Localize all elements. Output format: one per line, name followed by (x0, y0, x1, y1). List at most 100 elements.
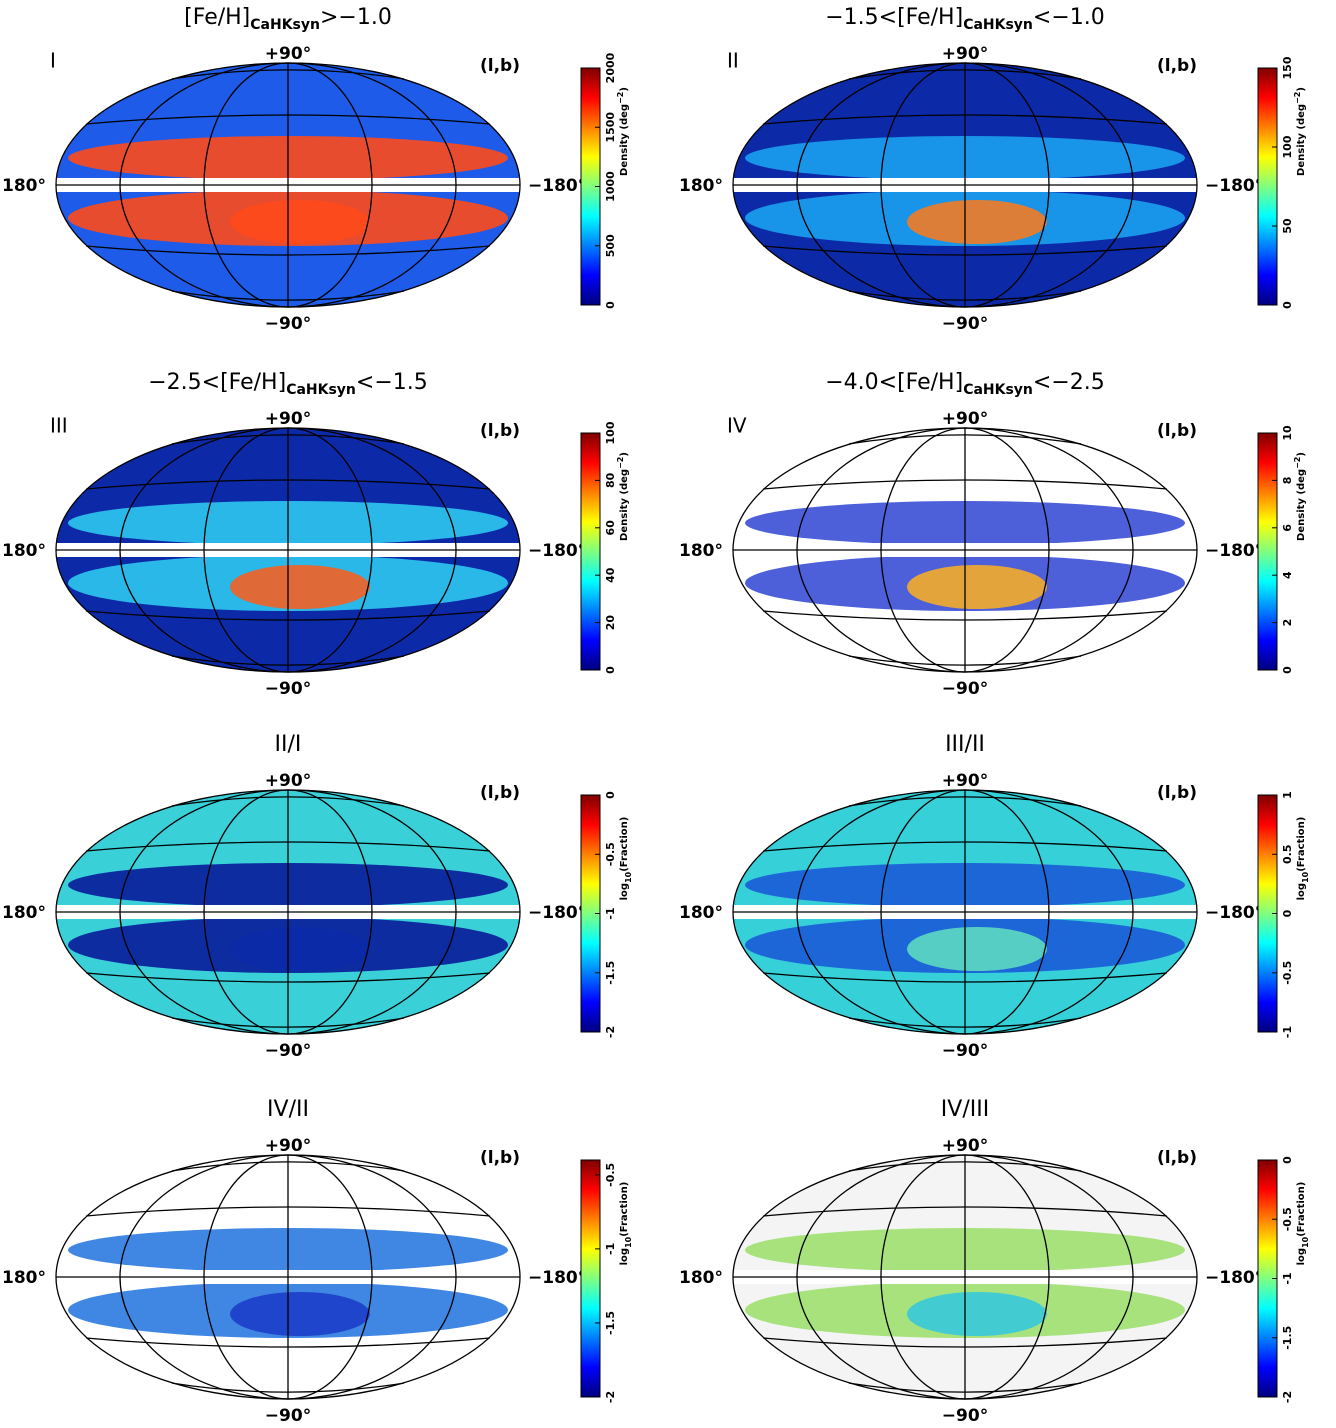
axis-label: −90° (942, 679, 988, 699)
axis-label: −180° (1205, 1268, 1263, 1288)
colorbar-label-script: 10 (624, 871, 633, 883)
colorbar-label-text: Density (deg (1296, 104, 1307, 176)
colorbar-label-text: (Fraction) (619, 817, 630, 872)
parallel (763, 1206, 1167, 1217)
colorbar-label: Density (deg−2) (1293, 87, 1308, 176)
colorbar-tick-label: 0 (604, 666, 617, 674)
axis-label: −180° (528, 1268, 586, 1288)
map-region (907, 1292, 1047, 1336)
parallel (848, 1382, 1082, 1393)
parallel (171, 655, 405, 666)
parallel (171, 1161, 405, 1172)
colorbar-tick-label: 10 (1281, 425, 1294, 441)
colorbar-tick-label: -1 (604, 1243, 617, 1255)
axis-label: −90° (942, 314, 988, 334)
panel-label: IV (727, 414, 747, 438)
panel: −1.5<[Fe/H]CaHKsyn<−1.0 II (l,b) +90° −90° 18… (679, 5, 1307, 334)
map-region (907, 565, 1047, 609)
parallel (86, 972, 490, 983)
colorbar-tick-label: 60 (604, 520, 617, 536)
panel-label: III (50, 414, 68, 438)
panel-title: II/I (275, 732, 302, 757)
parallel (86, 1337, 490, 1348)
parallel (848, 1017, 1082, 1028)
panel-title: −2.5<[Fe/H]CaHKsyn<−1.5 (148, 370, 428, 398)
colorbar-tick-label: 0 (1281, 909, 1294, 917)
parallel (171, 290, 405, 301)
colorbar-tick-label: 1 (1281, 791, 1294, 799)
parallel (86, 114, 490, 125)
parallel (763, 1337, 1167, 1348)
title-text: [Fe/H] (184, 5, 250, 30)
colorbar-tick-label: 150 (1281, 56, 1294, 79)
colorbar-tick-label: -0.5 (604, 842, 617, 866)
colorbar-tick-label: -0.5 (604, 1163, 617, 1187)
parallel (763, 479, 1167, 490)
map-region (907, 200, 1047, 244)
axis-label: +90° (265, 771, 311, 791)
colorbar-label-text: ) (619, 87, 630, 92)
panel-title: IV/III (941, 1097, 989, 1122)
parallel (171, 1382, 405, 1393)
colorbar-label-text: Density (deg (619, 104, 630, 176)
colorbar-tick-label: 0 (1281, 301, 1294, 309)
parallel (848, 434, 1082, 445)
coord-label: (l,b) (1157, 1148, 1197, 1168)
axis-label: +90° (265, 1136, 311, 1156)
parallel (171, 434, 405, 445)
colorbar-tick-label: -0.5 (1281, 961, 1294, 985)
axis-label: −180° (1205, 176, 1263, 196)
colorbar-tick-label: 500 (604, 234, 617, 257)
colorbar-tick-label: 1000 (604, 171, 617, 202)
axis-label: 180° (2, 903, 46, 923)
map-region (230, 565, 370, 609)
colorbar-label-script: 10 (624, 1236, 633, 1248)
axis-label: −180° (1205, 541, 1263, 561)
colorbar-tick-label: -0.5 (1281, 1207, 1294, 1231)
colorbar (580, 1159, 601, 1398)
title-subscript: CaHKsyn (963, 382, 1033, 398)
coord-label: (l,b) (1157, 783, 1197, 803)
colorbar-label-text: (Fraction) (619, 1182, 630, 1237)
colorbar-tick-label: -1 (1281, 1026, 1294, 1038)
colorbar-tick-label: -1 (604, 907, 617, 919)
colorbar-tick-label: -1.5 (1281, 1326, 1294, 1350)
colorbar-tick-label: 1500 (604, 112, 617, 143)
colorbar-tick-label: 4 (1281, 571, 1294, 579)
map-region (230, 200, 370, 244)
coord-label: (l,b) (1157, 56, 1197, 76)
colorbar-label-text: log (619, 1248, 630, 1265)
parallel (848, 69, 1082, 80)
axis-label: 180° (679, 1268, 723, 1288)
colorbar-label-script: −2 (1293, 92, 1302, 104)
panel-label: II (727, 49, 739, 73)
axis-label: 180° (679, 903, 723, 923)
parallel (763, 972, 1167, 983)
colorbar-label: Density (deg−2) (616, 87, 631, 176)
panel: IV/III (l,b) +90° −90° 180° −180° -2 -1.5 -1 -0.5… (679, 1097, 1310, 1426)
title-text: III/II (945, 732, 985, 757)
parallel (86, 1206, 490, 1217)
panel-title: IV/II (267, 1097, 309, 1122)
axis-label: +90° (942, 771, 988, 791)
map-region (907, 927, 1047, 971)
title-text: IV/III (941, 1097, 989, 1122)
colorbar-label-script: −2 (1293, 457, 1302, 469)
colorbar-label-text: log (1296, 1248, 1307, 1265)
colorbar (1257, 67, 1278, 306)
title-text: II/I (275, 732, 302, 757)
parallel (763, 610, 1167, 621)
panel: −4.0<[Fe/H]CaHKsyn<−2.5 IV (l,b) +90° −90° 18… (679, 370, 1307, 699)
colorbar-tick-label: 80 (604, 472, 617, 488)
parallel (86, 245, 490, 256)
panel-title: −4.0<[Fe/H]CaHKsyn<−2.5 (825, 370, 1105, 398)
colorbar-label-script: −2 (616, 92, 625, 104)
title-subscript: CaHKsyn (963, 17, 1033, 33)
title-subscript: CaHKsyn (250, 17, 320, 33)
colorbar-label-text: ) (1296, 452, 1307, 457)
parallel (763, 114, 1167, 125)
axis-label: +90° (265, 44, 311, 64)
axis-label: 180° (2, 1268, 46, 1288)
axis-label: +90° (265, 409, 311, 429)
title-text: −1.5<[Fe/H] (825, 5, 963, 30)
